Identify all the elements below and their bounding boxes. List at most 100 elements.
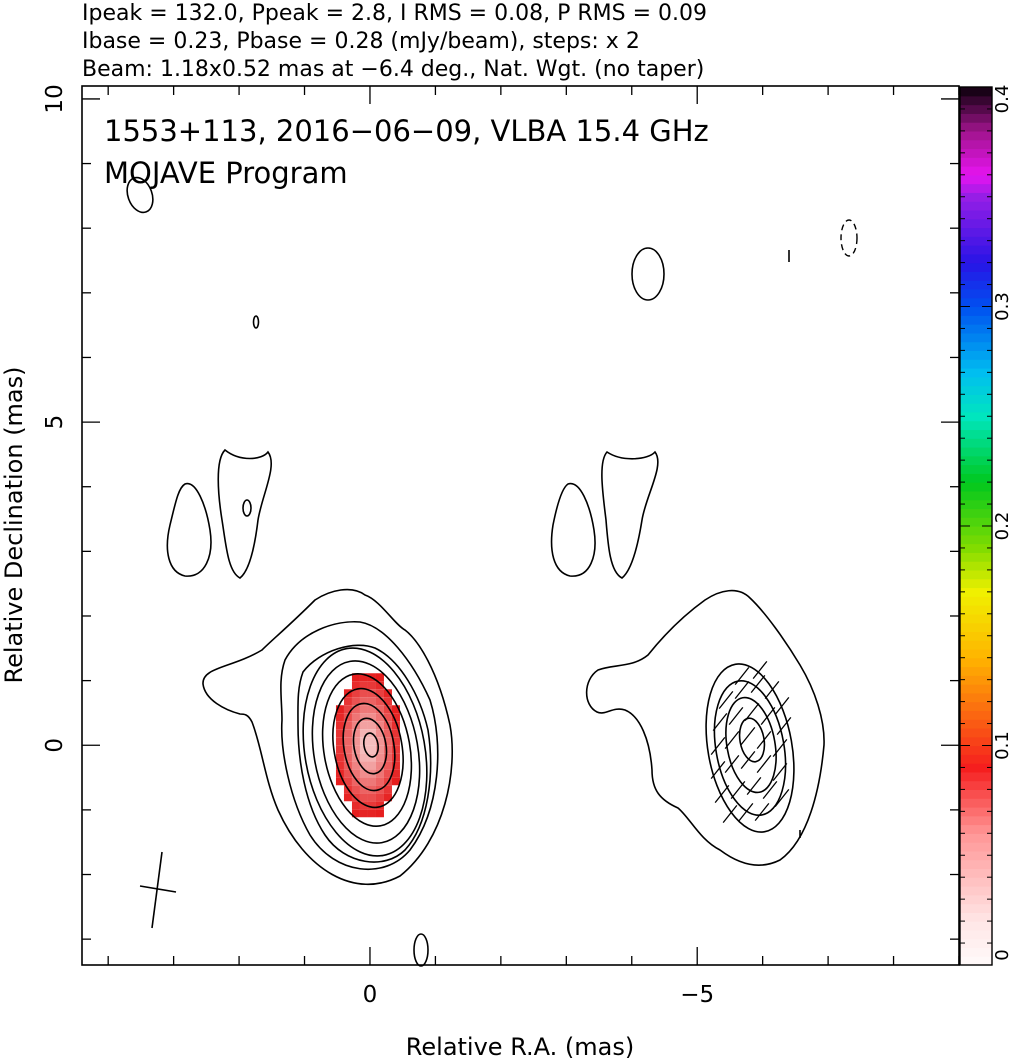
colorbar-step bbox=[960, 543, 992, 553]
pol-cell bbox=[391, 713, 400, 722]
contour-8 bbox=[342, 702, 396, 792]
colorbar-tick-label: 0.3 bbox=[992, 292, 1013, 321]
pol-cell bbox=[351, 801, 360, 810]
pol-cell bbox=[391, 705, 400, 714]
evpa-stick bbox=[756, 730, 772, 750]
pol-cell bbox=[383, 737, 392, 746]
colorbar-step bbox=[960, 569, 992, 580]
colorbar-step bbox=[960, 763, 992, 773]
colorbar-step bbox=[960, 903, 992, 913]
pol-cell bbox=[343, 729, 352, 738]
pol-cell bbox=[359, 729, 368, 738]
colorbar-step bbox=[960, 806, 992, 817]
evpa-stick bbox=[728, 706, 744, 726]
pol-cell bbox=[367, 801, 376, 810]
colorbar-step bbox=[960, 894, 992, 905]
evpa-stick bbox=[774, 696, 790, 716]
contour-6 bbox=[321, 673, 413, 827]
beam-cross-major bbox=[151, 851, 163, 929]
pol-cell bbox=[383, 729, 392, 738]
pol-cell bbox=[359, 793, 368, 802]
pol-cell bbox=[351, 793, 360, 802]
colorbar-step bbox=[960, 332, 992, 343]
pol-cell bbox=[375, 729, 384, 738]
evpa-stick bbox=[712, 712, 728, 732]
colorbar-step bbox=[960, 104, 992, 114]
evpa-stick bbox=[750, 674, 766, 694]
evpa-stick bbox=[734, 666, 750, 686]
pol-cell bbox=[343, 769, 352, 778]
colorbar-step bbox=[960, 596, 992, 606]
colorbar-step bbox=[960, 938, 992, 949]
pol-cell bbox=[359, 745, 368, 754]
jet-blob-left bbox=[166, 483, 212, 577]
colorbar-step bbox=[960, 245, 992, 255]
pol-cell bbox=[351, 729, 360, 738]
pol-cell bbox=[367, 785, 376, 794]
pol-cell bbox=[351, 705, 360, 714]
colorbar-step bbox=[960, 859, 992, 870]
evpa-stick bbox=[724, 730, 740, 750]
chart-subtitle: MOJAVE Program bbox=[104, 156, 348, 190]
colorbar-step bbox=[960, 394, 992, 404]
colorbar-step bbox=[960, 552, 992, 562]
colorbar-step bbox=[960, 719, 992, 729]
pol-cell bbox=[343, 793, 352, 802]
pol-cell bbox=[375, 777, 384, 786]
isolated-contour-top-left bbox=[126, 176, 154, 214]
jet-blob-inner bbox=[242, 499, 252, 517]
pol-cell bbox=[383, 713, 392, 722]
pol-cell bbox=[375, 673, 384, 682]
right-contour-outer bbox=[585, 589, 825, 866]
evpa-stick bbox=[718, 690, 734, 710]
pol-cell bbox=[383, 761, 392, 770]
y-tick-label: 0 bbox=[42, 738, 68, 753]
colorbar-step bbox=[960, 464, 992, 474]
header-line-beam: Beam: 1.18x0.52 mas at −6.4 deg., Nat. W… bbox=[82, 57, 704, 82]
pol-cell bbox=[359, 769, 368, 778]
colorbar-step bbox=[960, 534, 992, 545]
pol-cell bbox=[335, 729, 344, 738]
colorbar-step bbox=[960, 95, 992, 106]
pol-cell bbox=[375, 761, 384, 770]
evpa-stick bbox=[756, 754, 772, 774]
colorbar-step bbox=[960, 183, 992, 193]
pol-cell bbox=[367, 697, 376, 706]
x-tick-label: 0 bbox=[363, 982, 378, 1008]
colorbar-step bbox=[960, 780, 992, 790]
pol-cell bbox=[351, 777, 360, 786]
pol-cell bbox=[335, 713, 344, 722]
pol-cell bbox=[391, 753, 400, 762]
isolated-contour-bottom bbox=[413, 933, 429, 967]
evpa-stick bbox=[764, 680, 780, 700]
pol-cell bbox=[335, 737, 344, 746]
colorbar-step bbox=[960, 297, 992, 308]
colorbar-step bbox=[960, 648, 992, 659]
pol-cell bbox=[351, 713, 360, 722]
colorbar-step bbox=[960, 174, 992, 185]
pol-cell bbox=[383, 769, 392, 778]
colorbar-step bbox=[960, 324, 992, 334]
pol-cell bbox=[391, 745, 400, 754]
evpa-stick bbox=[762, 780, 778, 800]
left-contours bbox=[126, 176, 453, 967]
colorbar-step bbox=[960, 376, 992, 387]
pol-cell bbox=[351, 697, 360, 706]
evpa-stick bbox=[738, 802, 754, 822]
plot-frame bbox=[81, 85, 960, 966]
pol-cell bbox=[391, 761, 400, 770]
right-jet-blob-left bbox=[550, 482, 596, 577]
evpa-stick bbox=[772, 762, 788, 782]
pol-cell bbox=[351, 809, 360, 818]
pol-cell bbox=[375, 801, 384, 810]
pol-cell bbox=[359, 713, 368, 722]
pol-cell bbox=[383, 705, 392, 714]
pol-cell bbox=[375, 721, 384, 730]
pol-cell bbox=[343, 705, 352, 714]
colorbar-tick-label: 0 bbox=[992, 949, 1013, 960]
pol-cell bbox=[351, 673, 360, 682]
colorbar-step bbox=[960, 684, 992, 694]
colorbar-step bbox=[960, 359, 992, 369]
colorbar-step bbox=[960, 403, 992, 413]
pol-cell bbox=[343, 713, 352, 722]
